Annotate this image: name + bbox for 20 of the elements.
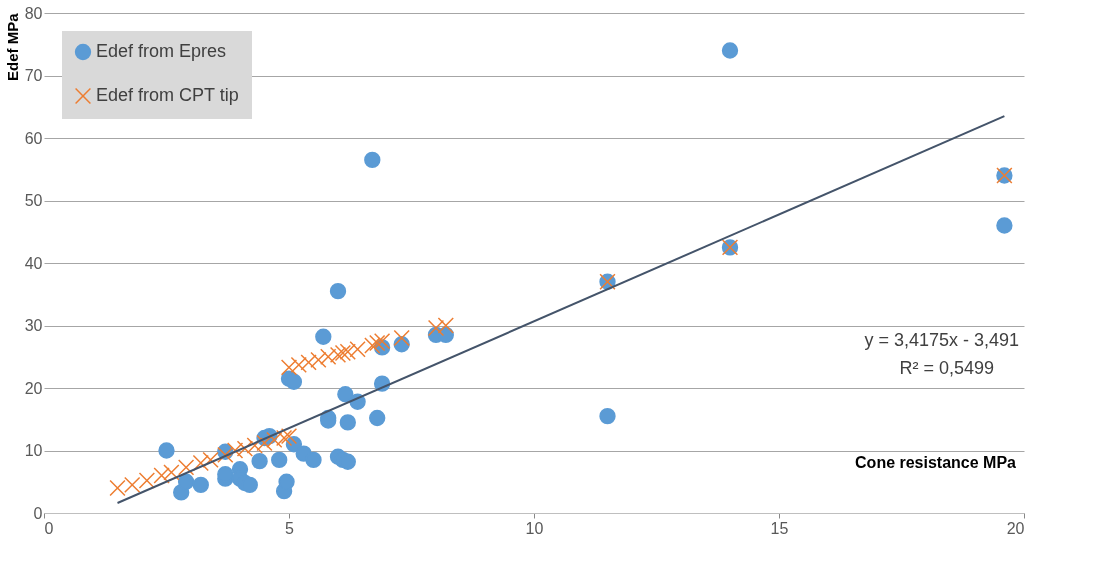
y-tick-label: 70 (24, 67, 43, 84)
y-tick-label: 40 (24, 254, 43, 272)
x-tick-label: 10 (525, 519, 544, 537)
y-tick-label: 50 (24, 192, 43, 209)
y-tick-label: 80 (24, 4, 43, 22)
x-tick-label: 0 (44, 519, 54, 537)
y-tick-label: 0 (33, 504, 43, 522)
y-tick-label: 60 (24, 129, 43, 147)
annotation: R² = 0,5499 (899, 357, 994, 378)
x-tick-label: 5 (285, 519, 295, 537)
y-tick-label: 10 (24, 442, 43, 459)
x-axis-title: Cone resistance MPa (855, 454, 1017, 471)
y-axis-title: Edef MPa (3, 12, 21, 82)
y-tick-label: 30 (24, 317, 43, 334)
x-tick-label: 20 (1006, 519, 1025, 537)
legend-label: Edef from CPT tip (96, 85, 239, 105)
legend-label: Edef from Epres (96, 41, 227, 61)
y-tick-label: 20 (24, 379, 43, 397)
x-tick-label: 15 (770, 519, 789, 537)
annotation: y = 3,4175x - 3,491 (864, 329, 1019, 350)
